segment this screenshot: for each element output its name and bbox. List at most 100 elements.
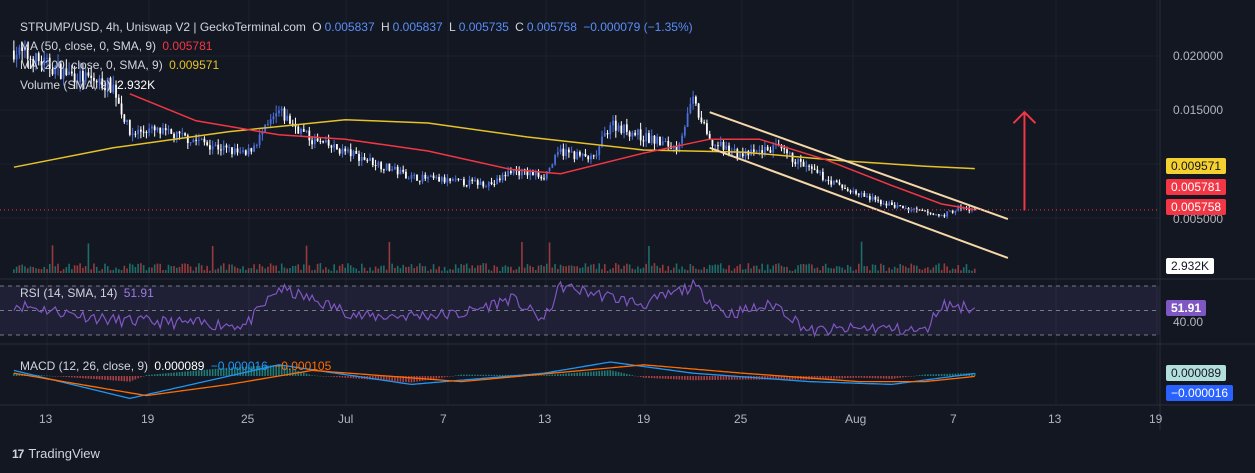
ma200-legend[interactable]: MA (200, close, 0, SMA, 9) 0.009571: [20, 58, 222, 72]
volume-bar: [344, 267, 347, 273]
volume-bar: [225, 269, 228, 273]
macd-histogram-bar: [639, 376, 642, 378]
macd-legend[interactable]: MACD (12, 26, close, 9) 0.000089 −0.0000…: [20, 359, 334, 373]
symbol-title[interactable]: STRUMP/USD, 4h, Uniswap V2 | GeckoTermin…: [20, 20, 306, 34]
volume-bar: [311, 270, 313, 273]
time-tick: 13: [1048, 412, 1062, 426]
macd-histogram-bar: [396, 376, 399, 382]
candle-body: [402, 169, 405, 172]
candle-body: [54, 66, 57, 75]
volume-bar: [267, 266, 269, 273]
candle-body: [84, 72, 87, 82]
volume-bar: [374, 266, 377, 273]
candle-body: [217, 144, 220, 150]
macd-histogram-bar: [775, 376, 777, 380]
volume-bar: [940, 269, 943, 273]
macd-histogram-bar: [827, 376, 830, 379]
candle-body: [659, 136, 661, 146]
macd-histogram-bar: [882, 376, 885, 379]
rsi-legend[interactable]: RSI (14, SMA, 14) 51.91: [20, 286, 157, 300]
volume-bar: [576, 266, 578, 273]
macd-histogram-bar: [302, 372, 305, 376]
macd-histogram-bar: [653, 376, 656, 379]
volume-bar: [744, 269, 747, 273]
volume-bar: [667, 266, 670, 273]
volume-bar: [164, 269, 167, 273]
candle-body: [120, 103, 123, 115]
candle-body: [581, 153, 584, 156]
volume-bar: [65, 267, 68, 273]
ma50-legend[interactable]: MA (50, close, 0, SMA, 9) 0.005781: [20, 39, 215, 53]
volume-bar: [383, 265, 385, 273]
macd-histogram-bar: [559, 373, 562, 376]
volume-bar: [18, 265, 21, 273]
macd-histogram-bar: [399, 376, 402, 382]
tradingview-footer[interactable]: 17 TradingView: [12, 446, 100, 461]
macd-pane: [13, 361, 976, 400]
volume-bar: [719, 263, 722, 273]
tradingview-logo-icon: 17: [12, 446, 24, 461]
volume-bar: [678, 269, 681, 273]
volume-bar: [131, 264, 134, 273]
candle-body: [410, 174, 413, 179]
volume-bar: [214, 269, 217, 273]
macd-histogram-bar: [280, 365, 283, 376]
macd-histogram-bar: [617, 372, 620, 376]
candle-body: [874, 196, 877, 200]
macd-histogram-bar: [120, 376, 123, 381]
volume-bar: [360, 263, 363, 273]
candle-body: [407, 178, 410, 180]
candle-body: [866, 196, 868, 198]
candle-body: [286, 115, 289, 121]
candle-body: [703, 122, 706, 124]
macd-histogram-bar: [846, 376, 849, 379]
macd-histogram-bar: [772, 376, 774, 380]
volume-bar: [681, 266, 683, 273]
volume-legend[interactable]: Volume (SMA, 9) 2.932K: [20, 78, 158, 92]
volume-bar: [761, 263, 763, 273]
macd-histogram-bar: [485, 374, 487, 376]
macd-histogram-bar: [493, 374, 496, 376]
candle-body: [289, 115, 291, 124]
candle-body: [766, 146, 769, 151]
candle-body: [51, 68, 54, 75]
macd-histogram-bar: [587, 371, 589, 376]
volume-bar: [645, 263, 647, 273]
candle-body: [764, 146, 766, 155]
candle-body: [590, 155, 592, 160]
volume-bar: [960, 270, 962, 273]
volume-bar: [725, 269, 728, 273]
macd-histogram-bar: [766, 376, 769, 380]
candle-body: [951, 210, 954, 213]
candle-body: [377, 162, 380, 166]
ma50-legend-label: MA (50, close, 0, SMA, 9): [20, 39, 157, 53]
candle-body: [391, 169, 394, 171]
macd-histogram-bar: [239, 366, 242, 376]
macd-histogram-bar: [684, 376, 686, 380]
candle-body: [358, 153, 360, 161]
time-tick: 19: [141, 412, 155, 426]
volume-bar: [21, 264, 23, 273]
macd-histogram-bar: [783, 376, 786, 380]
candle-body: [12, 50, 15, 60]
candle-body: [360, 157, 363, 161]
candle-body: [26, 48, 29, 59]
candle-body: [37, 53, 40, 62]
candle-body: [504, 174, 507, 177]
macd-histogram-bar: [76, 376, 79, 378]
macd-histogram-bar: [407, 376, 410, 383]
macd-histogram-bar: [87, 376, 90, 379]
candle-body: [65, 68, 68, 75]
volume-bar: [601, 269, 603, 273]
volume-bar: [195, 266, 197, 273]
volume-bar: [777, 263, 780, 273]
volume-bar: [642, 267, 645, 273]
candle-body: [101, 78, 104, 88]
candle-body: [788, 152, 791, 154]
candle-body: [921, 210, 924, 212]
macd-histogram-bar: [479, 374, 482, 376]
macd-histogram-bar: [476, 374, 479, 376]
candle-body: [87, 72, 90, 76]
candle-body: [601, 136, 603, 147]
